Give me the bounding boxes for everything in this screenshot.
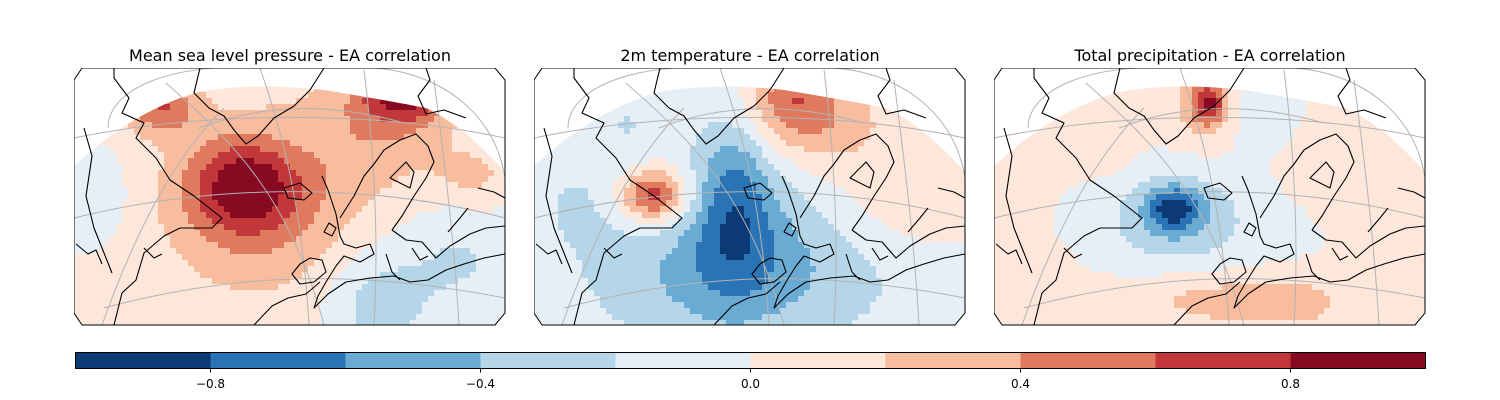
correlation-field (994, 86, 1425, 326)
colorbar-segment (75, 352, 211, 369)
colorbar-tick-label: 0.4 (1011, 377, 1030, 391)
graticule (74, 68, 506, 326)
colorbar-segment (885, 352, 1021, 369)
correlation-field (534, 86, 965, 326)
panel-title: 2m temperature - EA correlation (620, 46, 880, 65)
panel-title: Total precipitation - EA correlation (1074, 46, 1346, 65)
tp-correlation-panel: Total precipitation - EA correlation (994, 40, 1426, 332)
colorbar-segment (345, 352, 481, 369)
colorbar-tick-label: 0.8 (1281, 377, 1300, 391)
map-frame (74, 68, 506, 326)
tp-correlation-map (994, 68, 1426, 326)
colorbar-segment (615, 352, 751, 369)
colorbar-tick-label: −0.4 (466, 377, 495, 391)
coastlines (995, 68, 1426, 326)
colorbar-segment (480, 352, 616, 369)
coastlines (535, 68, 966, 326)
coastlines (75, 68, 506, 326)
colorbar-tick-label: 0.0 (741, 377, 760, 391)
colorbar-segment (1020, 352, 1156, 369)
msl-correlation-panel: Mean sea level pressure - EA correlation (74, 40, 506, 332)
correlation-field (74, 86, 505, 326)
panel-title: Mean sea level pressure - EA correlation (129, 46, 451, 65)
colorbar-segment (750, 352, 886, 369)
graticule (994, 68, 1426, 326)
t2m-correlation-panel: 2m temperature - EA correlation (534, 40, 966, 332)
colorbar: −0.8 −0.4 0.0 0.4 0.8 (75, 352, 1426, 391)
colorbar-segment (1155, 352, 1291, 369)
colorbar-segment (210, 352, 346, 369)
msl-correlation-map (74, 68, 506, 326)
colorbar-tick-label: −0.8 (196, 377, 225, 391)
map-frame (534, 68, 966, 326)
t2m-correlation-map (534, 68, 966, 326)
graticule (534, 68, 966, 326)
colorbar-segment (1290, 352, 1426, 369)
map-frame (994, 68, 1426, 326)
